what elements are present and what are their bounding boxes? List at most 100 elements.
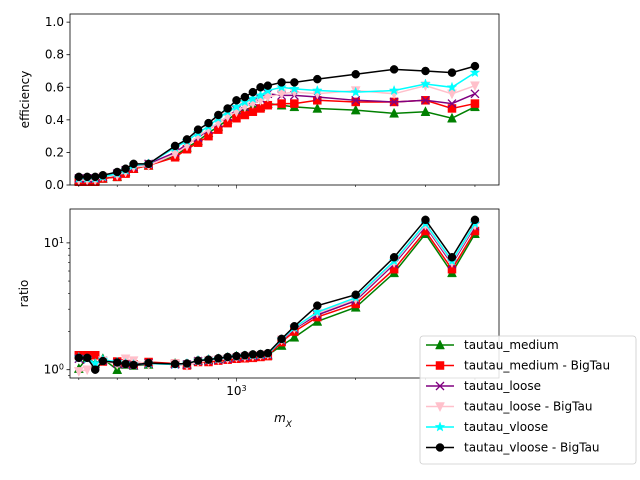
- efficiency-point-tautau-vloose-bigtau: [170, 141, 180, 151]
- legend-label-tautau-medium: tautau_medium: [464, 338, 559, 352]
- efficiency-point-tautau-loose: [389, 97, 399, 107]
- efficiency-point-tautau-vloose: [469, 67, 481, 78]
- efficiency-point-tautau-vloose-bigtau: [447, 68, 457, 77]
- legend-marker-tautau-medium: [435, 339, 445, 350]
- efficiency-point-tautau-medium-bigtau: [470, 99, 480, 108]
- efficiency-point-tautau-vloose: [446, 81, 458, 92]
- ratio-point-tautau-vloose-bigtau: [263, 348, 273, 358]
- ratio-series-tautau-vloose-bigtau: [74, 215, 480, 374]
- ratio-point-tautau-vloose-bigtau: [74, 353, 84, 363]
- efficiency-point-tautau-vloose-bigtau: [232, 96, 241, 105]
- efficiency-point-tautau-loose-bigtau: [276, 89, 287, 100]
- efficiency-y-tick-label: 0.0: [45, 178, 64, 192]
- efficiency-point-tautau-loose: [421, 95, 430, 105]
- ratio-point-tautau-vloose-bigtau: [290, 322, 299, 331]
- ratio-point-tautau-loose-bigtau: [82, 365, 93, 376]
- ratio-point-tautau-vloose-bigtau: [144, 358, 153, 368]
- ratio-point-tautau-vloose-bigtau: [223, 352, 232, 362]
- efficiency-point-tautau-vloose: [350, 86, 362, 97]
- efficiency-point-tautau-medium: [389, 107, 400, 118]
- efficiency-y-ticks: 0.0 0.2 0.4 0.6 0.8 1.0: [45, 15, 70, 192]
- ratio-point-tautau-medium: [289, 331, 300, 342]
- legend-entry-tautau-medium: tautau_medium: [426, 338, 559, 352]
- ratio-y-axis-label: ratio: [17, 280, 31, 308]
- efficiency-y-tick-label: 0.4: [45, 113, 64, 127]
- efficiency-series-tautau-vloose-bigtau: [74, 61, 480, 182]
- efficiency-x-ticks: [78, 185, 476, 189]
- efficiency-point-tautau-medium: [447, 112, 457, 123]
- ratio-point-tautau-vloose-bigtau: [90, 365, 100, 374]
- ratio-point-tautau-vloose-bigtau: [313, 301, 322, 310]
- efficiency-point-tautau-vloose-bigtau: [90, 172, 100, 182]
- efficiency-point-tautau-vloose-bigtau: [129, 159, 138, 169]
- legend-entry-tautau-loose: tautau_loose: [426, 379, 541, 393]
- efficiency-point-tautau-vloose-bigtau: [263, 81, 273, 90]
- efficiency-point-tautau-vloose-bigtau: [389, 65, 399, 74]
- efficiency-point-tautau-vloose-bigtau: [144, 159, 153, 169]
- efficiency-point-tautau-medium: [350, 104, 361, 115]
- ratio-point-tautau-vloose-bigtau: [170, 359, 180, 369]
- efficiency-point-tautau-vloose-bigtau: [351, 70, 360, 79]
- efficiency-point-tautau-medium: [420, 106, 431, 116]
- ratio-point-tautau-vloose-bigtau: [232, 351, 241, 361]
- legend-label-tautau-medium-bigtau: tautau_medium - BigTau: [464, 359, 610, 373]
- efficiency-point-tautau-vloose-bigtau: [470, 61, 480, 71]
- efficiency-point-tautau-vloose-bigtau: [256, 83, 265, 92]
- efficiency-point-tautau-vloose: [247, 93, 259, 104]
- legend-label-tautau-vloose: tautau_vloose: [464, 420, 548, 434]
- ratio-point-tautau-vloose-bigtau: [214, 354, 223, 363]
- legend-label-tautau-loose: tautau_loose: [464, 379, 541, 393]
- efficiency-panel: 0.0 0.2 0.4 0.6 0.8 1.0 efficiency: [18, 13, 500, 192]
- efficiency-point-tautau-vloose-bigtau: [74, 172, 84, 182]
- efficiency-plot-area: [73, 61, 481, 186]
- efficiency-y-tick-label: 1.0: [45, 15, 64, 29]
- legend-marker-tautau-vloose: [434, 421, 446, 432]
- ratio-point-tautau-vloose-bigtau: [193, 356, 203, 365]
- efficiency-point-tautau-vloose-bigtau: [112, 167, 122, 177]
- legend-marker-tautau-vloose-bigtau: [435, 443, 445, 452]
- legend-entry-tautau-medium-bigtau: tautau_medium - BigTau: [426, 359, 610, 373]
- efficiency-point-tautau-loose: [470, 89, 480, 99]
- ratio-point-tautau-vloose-bigtau: [204, 355, 213, 364]
- ratio-point-tautau-vloose-bigtau: [351, 290, 360, 299]
- ratio-point-tautau-vloose-bigtau: [470, 215, 480, 225]
- efficiency-point-tautau-vloose-bigtau: [98, 170, 108, 180]
- efficiency-point-tautau-vloose: [312, 84, 323, 96]
- legend-label-tautau-vloose-bigtau: tautau_vloose - BigTau: [464, 441, 600, 455]
- legend-entry-tautau-loose-bigtau: tautau_loose - BigTau: [426, 400, 592, 414]
- efficiency-point-tautau-vloose: [420, 78, 431, 89]
- ratio-point-tautau-vloose-bigtau: [121, 359, 130, 369]
- efficiency-point-tautau-vloose: [388, 84, 400, 96]
- legend-entry-tautau-vloose: tautau_vloose: [426, 420, 548, 434]
- efficiency-point-tautau-vloose: [276, 81, 287, 92]
- ratio-point-tautau-vloose-bigtau: [129, 360, 138, 370]
- legend-marker-tautau-loose-bigtau: [435, 402, 445, 413]
- ratio-plot-area: [73, 215, 481, 377]
- efficiency-point-tautau-vloose-bigtau: [290, 78, 299, 87]
- efficiency-point-tautau-vloose-bigtau: [214, 110, 223, 120]
- efficiency-point-tautau-vloose-bigtau: [82, 172, 92, 182]
- ratio-point-tautau-vloose-bigtau: [256, 349, 265, 359]
- efficiency-point-tautau-vloose: [239, 96, 251, 107]
- efficiency-point-tautau-vloose-bigtau: [313, 74, 322, 84]
- efficiency-point-tautau-vloose-bigtau: [248, 87, 258, 97]
- efficiency-point-tautau-vloose: [255, 89, 266, 100]
- efficiency-point-tautau-medium-bigtau: [290, 99, 299, 108]
- ratio-point-tautau-vloose-bigtau: [447, 253, 457, 262]
- efficiency-point-tautau-loose-bigtau: [470, 81, 480, 92]
- efficiency-point-tautau-vloose-bigtau: [204, 118, 213, 128]
- ratio-point-tautau-vloose: [312, 306, 323, 317]
- ratio-point-tautau-vloose-bigtau: [389, 253, 399, 262]
- legend-entry-tautau-vloose-bigtau: tautau_vloose - BigTau: [426, 441, 600, 455]
- ratio-point-tautau-vloose-bigtau: [248, 350, 258, 359]
- efficiency-point-tautau-medium-bigtau: [351, 97, 360, 107]
- efficiency-y-tick-label: 0.6: [45, 80, 64, 94]
- efficiency-point-tautau-vloose-bigtau: [421, 66, 430, 76]
- efficiency-axes-frame: [69, 13, 500, 186]
- ratio-point-tautau-vloose-bigtau: [240, 350, 250, 360]
- efficiency-point-tautau-vloose-bigtau: [121, 164, 130, 173]
- legend: tautau_medium tautau_medium - BigTau tauta…: [419, 335, 637, 465]
- efficiency-point-tautau-vloose: [231, 101, 242, 112]
